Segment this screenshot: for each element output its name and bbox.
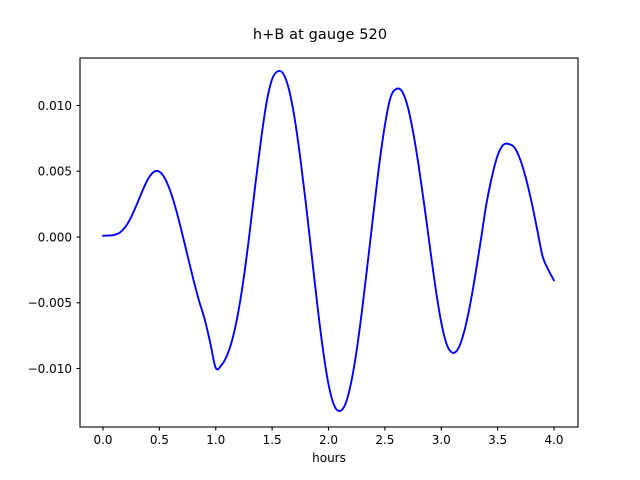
y-tick-label: −0.005 [28, 296, 72, 310]
x-tick-label: 1.0 [206, 433, 225, 447]
x-tick-label: 0.5 [150, 433, 169, 447]
x-axis-ticks: 0.0 0.5 1.0 1.5 2.0 2.5 3.0 3.5 4.0 [93, 427, 564, 447]
y-axis-ticks: −0.010 −0.005 0.000 0.005 0.010 [28, 99, 80, 376]
x-tick-label: 2.0 [319, 433, 338, 447]
y-tick-label: 0.010 [38, 99, 72, 113]
x-tick-label: 1.5 [263, 433, 282, 447]
x-axis-label: hours [312, 451, 346, 465]
y-tick-label: −0.010 [28, 362, 72, 376]
x-tick-label: 2.5 [375, 433, 394, 447]
page-title: h+B at gauge 520 [252, 27, 388, 43]
axes-spines [79, 57, 579, 428]
x-tick-label: 0.0 [93, 433, 112, 447]
axes-frame [79, 57, 579, 428]
data-series-line [102, 69, 555, 412]
x-tick-label: 4.0 [544, 433, 563, 447]
x-tick-label: 3.5 [488, 433, 507, 447]
y-tick-label: 0.000 [38, 230, 72, 244]
y-tick-label: 0.005 [38, 165, 72, 179]
x-tick-label: 3.0 [432, 433, 451, 447]
